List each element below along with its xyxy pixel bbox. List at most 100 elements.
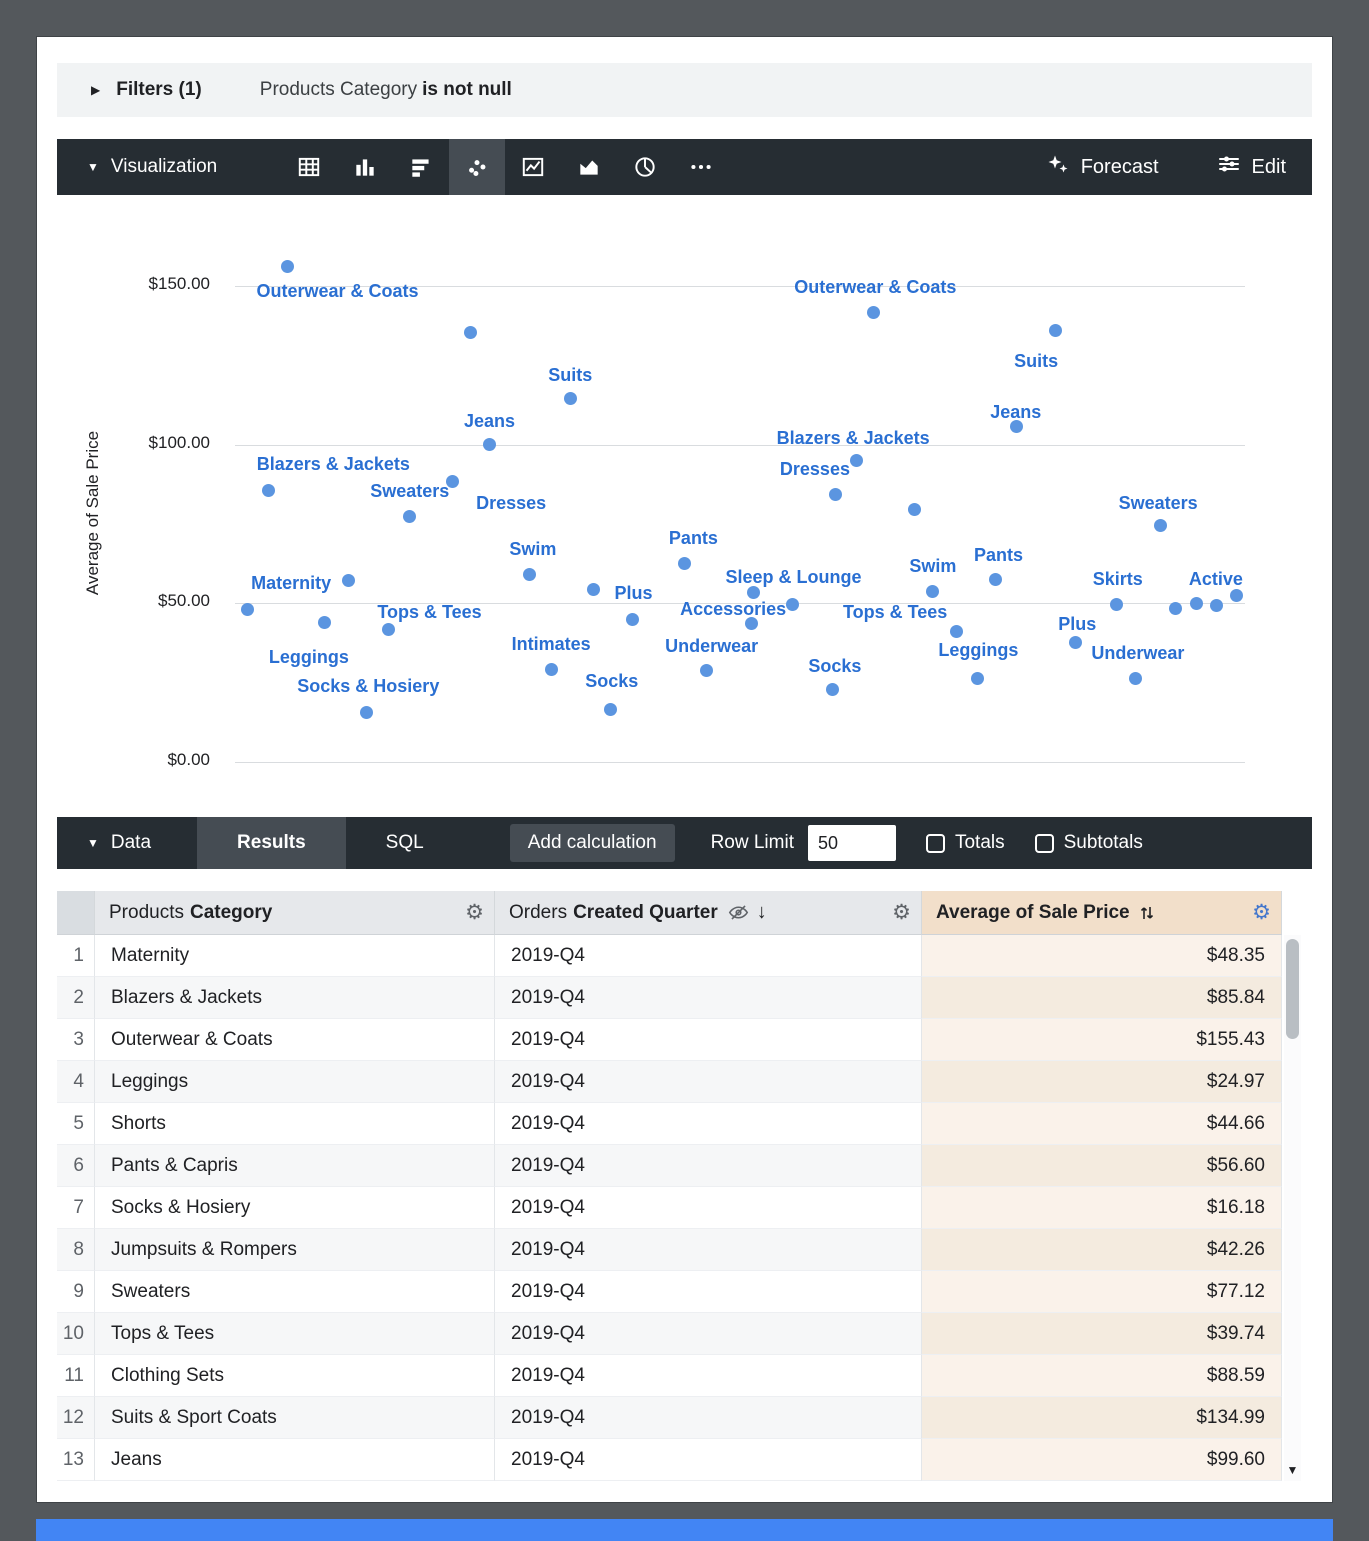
cell-products-category[interactable]: Leggings — [95, 1061, 495, 1103]
scatter-point[interactable] — [826, 682, 840, 696]
cell-orders-created-quarter[interactable]: 2019-Q4 — [495, 1439, 922, 1481]
column-header-orders-created-quarter[interactable]: Orders Created Quarter — [495, 891, 922, 935]
table-scrollbar[interactable] — [1284, 935, 1301, 1481]
filters-toggle[interactable]: Filters (1) — [116, 79, 202, 100]
more-icon[interactable] — [673, 139, 729, 195]
cell-products-category[interactable]: Maternity — [95, 935, 495, 977]
scatter-point[interactable] — [849, 454, 863, 467]
cell-orders-created-quarter[interactable]: 2019-Q4 — [495, 1019, 922, 1061]
cell-orders-created-quarter[interactable]: 2019-Q4 — [495, 1313, 922, 1355]
line-chart-icon[interactable] — [505, 139, 561, 195]
expand-filters-icon[interactable] — [91, 81, 100, 99]
scatter-point[interactable] — [563, 392, 577, 406]
scatter-point[interactable] — [1110, 597, 1124, 611]
cell-average-of-sale-price[interactable]: $134.99 — [922, 1397, 1282, 1439]
scatter-point[interactable] — [1068, 635, 1082, 649]
scatter-point[interactable] — [281, 260, 295, 274]
scatter-point[interactable] — [445, 474, 459, 488]
horizontal-scroll-indicator[interactable] — [36, 1519, 1333, 1541]
table-icon[interactable] — [281, 139, 337, 195]
cell-orders-created-quarter[interactable]: 2019-Q4 — [495, 1397, 922, 1439]
scatter-point[interactable] — [463, 326, 477, 340]
sort-desc-arrow[interactable] — [757, 901, 767, 924]
scatter-point[interactable] — [1048, 324, 1062, 338]
scatter-point[interactable] — [746, 585, 760, 599]
cell-products-category[interactable]: Outerwear & Coats — [95, 1019, 495, 1061]
scatter-point[interactable] — [587, 582, 601, 596]
subtotals-toggle[interactable]: Subtotals — [1034, 832, 1143, 854]
cell-products-category[interactable]: Socks & Hosiery — [95, 1187, 495, 1229]
scatter-point[interactable] — [700, 663, 714, 677]
scatter-point[interactable] — [1153, 519, 1167, 533]
tab-results[interactable]: Results — [197, 817, 346, 869]
scatter-point[interactable] — [341, 573, 355, 587]
scatter-point[interactable] — [908, 502, 922, 516]
cell-products-category[interactable]: Sweaters — [95, 1271, 495, 1313]
scatter-point[interactable] — [786, 597, 800, 611]
scrollbar-thumb[interactable] — [1286, 939, 1299, 1039]
scatter-point[interactable] — [1010, 420, 1024, 434]
scatter-point[interactable] — [626, 612, 640, 626]
cell-products-category[interactable]: Suits & Sport Coats — [95, 1397, 495, 1439]
scatter-point[interactable] — [240, 602, 254, 616]
cell-average-of-sale-price[interactable]: $99.60 — [922, 1439, 1282, 1481]
sort-arrows-icon[interactable] — [1139, 904, 1155, 922]
scatter-point[interactable] — [1190, 596, 1204, 610]
cell-products-category[interactable]: Clothing Sets — [95, 1355, 495, 1397]
scatter-point[interactable] — [523, 567, 537, 581]
cell-orders-created-quarter[interactable]: 2019-Q4 — [495, 1271, 922, 1313]
scatter-point[interactable] — [403, 509, 417, 523]
cell-average-of-sale-price[interactable]: $16.18 — [922, 1187, 1282, 1229]
cell-average-of-sale-price[interactable]: $44.66 — [922, 1103, 1282, 1145]
scatter-point[interactable] — [318, 615, 332, 629]
scatter-point[interactable] — [1168, 601, 1182, 615]
scatter-point[interactable] — [261, 484, 275, 498]
scatter-point[interactable] — [949, 624, 963, 638]
cell-average-of-sale-price[interactable]: $42.26 — [922, 1229, 1282, 1271]
subtotals-checkbox[interactable] — [1034, 833, 1054, 853]
area-chart-icon[interactable] — [561, 139, 617, 195]
cell-products-category[interactable]: Pants & Capris — [95, 1145, 495, 1187]
tab-sql[interactable]: SQL — [385, 832, 424, 853]
cell-orders-created-quarter[interactable]: 2019-Q4 — [495, 1145, 922, 1187]
scatter-point[interactable] — [544, 662, 558, 676]
scatter-point[interactable] — [1230, 588, 1244, 602]
scatter-point[interactable] — [359, 705, 373, 719]
totals-checkbox[interactable] — [925, 833, 945, 853]
cell-products-category[interactable]: Jeans — [95, 1439, 495, 1481]
cell-orders-created-quarter[interactable]: 2019-Q4 — [495, 1187, 922, 1229]
cell-average-of-sale-price[interactable]: $88.59 — [922, 1355, 1282, 1397]
cell-orders-created-quarter[interactable]: 2019-Q4 — [495, 977, 922, 1019]
cell-orders-created-quarter[interactable]: 2019-Q4 — [495, 935, 922, 977]
bar-chart-icon[interactable] — [393, 139, 449, 195]
collapse-data-icon[interactable] — [87, 834, 99, 852]
cell-average-of-sale-price[interactable]: $48.35 — [922, 935, 1282, 977]
scatter-point[interactable] — [829, 487, 843, 501]
row-limit-input[interactable] — [807, 825, 896, 861]
cell-products-category[interactable]: Jumpsuits & Rompers — [95, 1229, 495, 1271]
filter-expression[interactable]: Products Category is not null — [260, 79, 512, 101]
totals-toggle[interactable]: Totals — [925, 832, 1005, 854]
cell-average-of-sale-price[interactable]: $85.84 — [922, 977, 1282, 1019]
scatter-point[interactable] — [744, 616, 758, 630]
scatter-point[interactable] — [989, 573, 1003, 586]
scatter-point[interactable] — [382, 622, 396, 636]
cell-orders-created-quarter[interactable]: 2019-Q4 — [495, 1061, 922, 1103]
scatter-point[interactable] — [604, 702, 618, 716]
cell-products-category[interactable]: Shorts — [95, 1103, 495, 1145]
scatter-point[interactable] — [1210, 598, 1224, 612]
cell-products-category[interactable]: Tops & Tees — [95, 1313, 495, 1355]
gear-icon[interactable] — [1252, 900, 1271, 925]
scatter-point[interactable] — [677, 556, 691, 570]
scatter-chart-icon[interactable] — [449, 139, 506, 195]
cell-average-of-sale-price[interactable]: $24.97 — [922, 1061, 1282, 1103]
column-header-products-category[interactable]: Products Category — [95, 891, 495, 935]
scatter-point[interactable] — [483, 438, 497, 452]
edit-button[interactable]: Edit — [1217, 152, 1286, 182]
cell-average-of-sale-price[interactable]: $39.74 — [922, 1313, 1282, 1355]
scatter-point[interactable] — [866, 306, 880, 320]
visualization-toggle[interactable]: Visualization — [110, 156, 218, 177]
cell-orders-created-quarter[interactable]: 2019-Q4 — [495, 1103, 922, 1145]
data-toggle[interactable]: Data — [110, 832, 152, 853]
scatter-point[interactable] — [1129, 671, 1143, 685]
